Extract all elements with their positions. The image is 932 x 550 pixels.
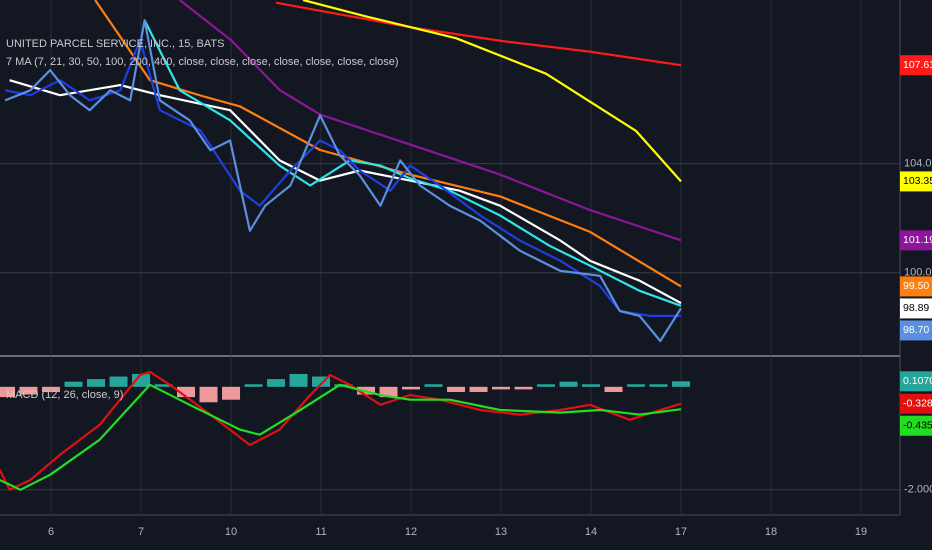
- price-tag: 107.61: [900, 55, 932, 76]
- series-line: [275, 1, 682, 67]
- y-tick-label: 104.00: [904, 158, 932, 170]
- price-tag: 0.1070: [900, 371, 932, 392]
- price-tag-box: [900, 371, 932, 392]
- x-tick-label: 10: [225, 526, 237, 538]
- price-tag: -0.4353: [900, 415, 932, 436]
- price-tag-box: [900, 298, 932, 319]
- plot: [0, 0, 900, 515]
- histogram-bar: [672, 381, 691, 387]
- histogram-bar: [87, 379, 106, 387]
- y-tick-label: -2.0000: [904, 484, 932, 496]
- price-tag-label: 0.1070: [903, 375, 932, 387]
- price-tag-label: 99.50: [903, 280, 929, 292]
- price-tag-box: [900, 276, 932, 297]
- histogram-bar: [469, 386, 488, 392]
- histogram-bar: [402, 386, 421, 390]
- price-tag: 98.70: [900, 320, 932, 341]
- histogram-bar: [312, 376, 331, 387]
- histogram-bar: [42, 386, 61, 392]
- x-tick-label: 18: [765, 526, 777, 538]
- indicator-title: 7 MA (7, 21, 30, 50, 100, 200, 400, clos…: [6, 56, 399, 68]
- price-tag-box: [900, 393, 932, 414]
- x-tick-label: 12: [405, 526, 417, 538]
- price-tag-box: [900, 230, 932, 251]
- price-tag-label: -0.3283: [903, 398, 932, 410]
- histogram-bar: [0, 386, 16, 398]
- series-line: [0, 370, 682, 491]
- x-tick-label: 6: [48, 526, 54, 538]
- price-tag-label: 98.89: [903, 302, 929, 314]
- histogram-bar: [559, 381, 578, 387]
- histogram-bar: [492, 386, 511, 390]
- histogram-bar: [649, 384, 668, 387]
- histogram-bar: [424, 384, 443, 387]
- price-tag-label: 98.70: [903, 324, 929, 336]
- histogram-bar: [64, 381, 83, 387]
- x-tick-label: 14: [585, 526, 597, 538]
- histogram-bar: [604, 386, 623, 392]
- series-line: [0, 383, 682, 491]
- price-tag-box: [900, 415, 932, 436]
- price-tag-box: [900, 320, 932, 341]
- histogram-bar: [627, 384, 646, 387]
- price-tag: 103.35: [900, 171, 932, 192]
- price-tag: 98.89: [900, 298, 932, 319]
- price-tag-box: [900, 55, 932, 76]
- histogram-bar: [109, 376, 128, 387]
- histogram-bar: [222, 386, 241, 400]
- x-tick-label: 7: [138, 526, 144, 538]
- x-tick-label: 13: [495, 526, 507, 538]
- macd-title: MACD (12, 26, close, 9): [6, 389, 123, 401]
- histogram-bar: [582, 384, 601, 387]
- histogram-bar: [154, 384, 173, 387]
- series-line: [179, 0, 682, 242]
- x-tick-label: 11: [315, 526, 326, 538]
- histogram-bar: [379, 386, 398, 398]
- histogram-bar: [199, 386, 218, 403]
- price-tag-label: -0.4353: [903, 420, 932, 432]
- price-tag: 99.50: [900, 276, 932, 297]
- chart-title: UNITED PARCEL SERVICE, INC., 15, BATS: [6, 38, 224, 50]
- histogram-bar: [447, 386, 466, 392]
- x-tick-label: 19: [855, 526, 867, 538]
- price-tag: -0.3283: [900, 393, 932, 414]
- histogram-bar: [19, 386, 38, 395]
- histogram-bar: [267, 379, 286, 387]
- price-tag: 101.19: [900, 230, 932, 251]
- series-line: [302, 0, 682, 183]
- series-line: [4, 19, 682, 343]
- y-tick-label: 100.00: [904, 267, 932, 279]
- price-tag-box: [900, 171, 932, 192]
- x-tick-label: 17: [675, 526, 687, 538]
- price-tag-label: 101.19: [903, 234, 932, 246]
- histogram-bar: [537, 384, 556, 387]
- histogram-bar: [289, 373, 308, 387]
- price-tag-label: 107.61: [903, 59, 932, 71]
- histogram-bar: [177, 386, 196, 398]
- histogram-bar: [514, 386, 533, 390]
- price-tag-label: 103.35: [903, 175, 932, 187]
- series-line: [94, 0, 682, 288]
- histogram-bar: [132, 373, 151, 387]
- histogram-bar: [244, 384, 263, 387]
